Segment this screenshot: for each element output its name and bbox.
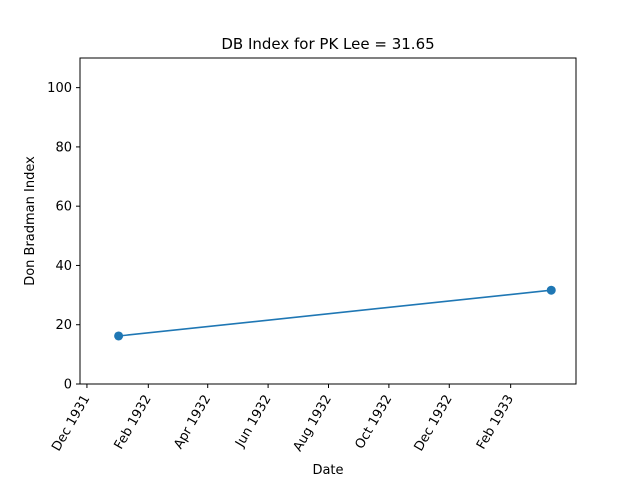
x-axis: Dec 1931 Feb 1932 Apr 1932 Jun 1932 Aug 1932…: [49, 384, 517, 454]
y-tick-label: 0: [64, 378, 72, 393]
y-tick-label: 100: [47, 81, 72, 96]
x-tick-label: Feb 1933: [474, 393, 517, 453]
plot-area: [79, 57, 577, 385]
x-tick-label: Apr 1932: [171, 393, 214, 452]
y-tick-label: 80: [55, 140, 72, 155]
y-tick-label: 60: [55, 200, 72, 215]
x-tick-label: Aug 1932: [291, 393, 335, 455]
y-tick-label: 40: [55, 259, 72, 274]
y-tick-label: 20: [55, 318, 72, 333]
series-line: [118, 289, 552, 337]
data-point: [114, 331, 124, 341]
y-axis-label: Don Bradman Index: [23, 156, 38, 286]
x-tick-label: Oct 1932: [353, 393, 396, 452]
x-tick-label: Dec 1932: [412, 393, 456, 455]
series-layer: [114, 285, 556, 341]
x-tick-label: Jun 1932: [232, 393, 274, 451]
x-axis-label: Date: [312, 463, 343, 478]
y-axis: 0 20 40 60 80 100: [47, 81, 80, 393]
x-tick-label: Dec 1931: [49, 393, 93, 455]
data-point: [546, 285, 556, 295]
chart-title: DB Index for PK Lee = 31.65: [221, 35, 434, 53]
x-tick-label: Feb 1932: [112, 393, 155, 453]
